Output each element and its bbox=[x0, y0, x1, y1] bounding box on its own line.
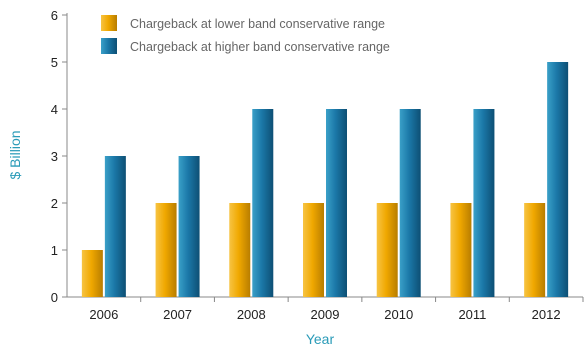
x-tick-label: 2006 bbox=[89, 307, 118, 322]
legend-swatch-lower bbox=[101, 15, 117, 31]
legend: Chargeback at lower band conservative ra… bbox=[101, 15, 390, 54]
y-axis-label: $ Billion bbox=[7, 130, 23, 179]
bar-higher-band bbox=[252, 109, 274, 297]
axes bbox=[62, 13, 584, 302]
bar-lower-band bbox=[524, 203, 546, 297]
y-tick-label: 0 bbox=[51, 290, 58, 305]
bar-lower-band bbox=[229, 203, 251, 297]
x-tick-label: 2008 bbox=[237, 307, 266, 322]
legend-label-higher: Chargeback at higher band conservative r… bbox=[130, 40, 390, 54]
y-tick-label: 5 bbox=[51, 55, 58, 70]
x-axis-label: Year bbox=[306, 331, 335, 347]
bar-higher-band bbox=[399, 109, 421, 297]
y-tick-labels: 0 1 2 3 4 5 6 bbox=[51, 8, 58, 305]
x-tick-label: 2010 bbox=[384, 307, 413, 322]
bar-higher-band bbox=[473, 109, 495, 297]
x-tick-label: 2007 bbox=[163, 307, 192, 322]
x-tick-label: 2011 bbox=[458, 307, 486, 322]
x-tick-label: 2012 bbox=[532, 307, 561, 322]
bar-lower-band bbox=[81, 250, 103, 297]
bar-lower-band bbox=[450, 203, 472, 297]
y-tick-label: 3 bbox=[51, 149, 58, 164]
y-tick-label: 1 bbox=[51, 243, 58, 258]
y-tick-label: 6 bbox=[51, 8, 58, 23]
x-tick-label: 2009 bbox=[311, 307, 340, 322]
bar-higher-band bbox=[104, 156, 126, 297]
legend-swatch-higher bbox=[101, 38, 117, 54]
bar-lower-band bbox=[155, 203, 177, 297]
bar-higher-band bbox=[547, 62, 569, 297]
bar-higher-band bbox=[178, 156, 200, 297]
bars bbox=[81, 62, 569, 297]
bar-lower-band bbox=[376, 203, 398, 297]
y-tick-label: 4 bbox=[51, 102, 58, 117]
x-tick-labels: 2006 2007 2008 2009 2010 2011 2012 bbox=[89, 307, 560, 322]
bar-lower-band bbox=[303, 203, 324, 297]
legend-label-lower: Chargeback at lower band conservative ra… bbox=[130, 17, 385, 31]
bar-higher-band bbox=[326, 109, 347, 297]
y-tick-label: 2 bbox=[51, 196, 58, 211]
